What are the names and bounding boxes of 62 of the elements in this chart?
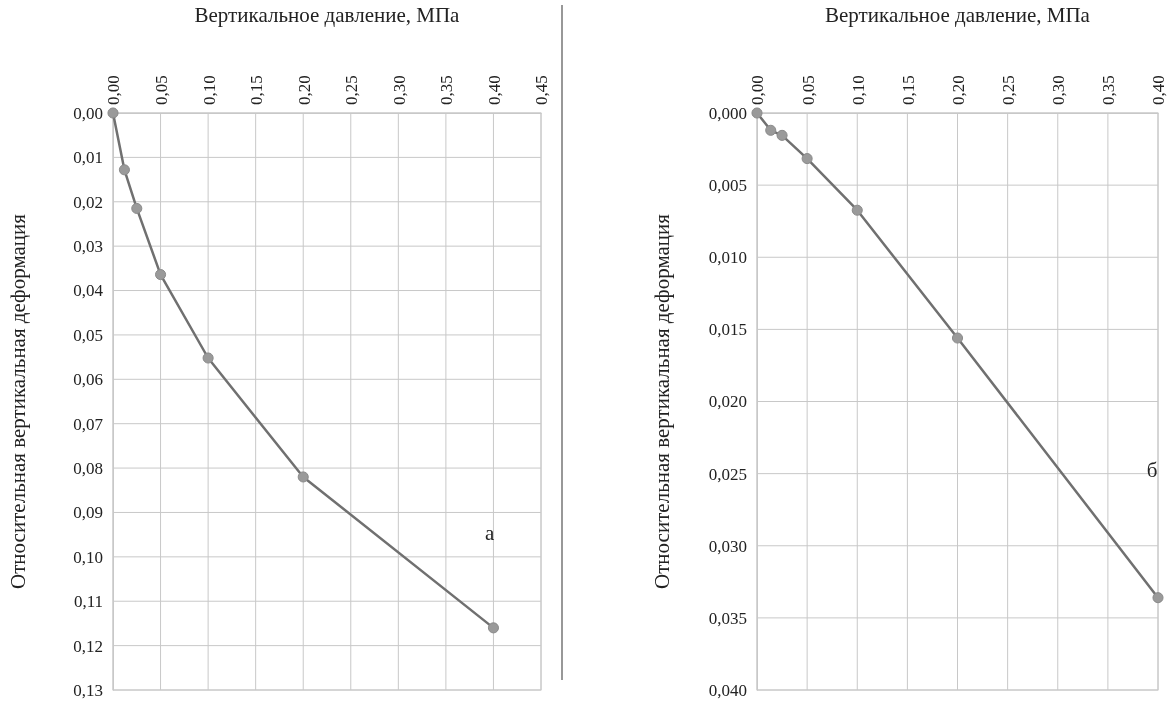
point xyxy=(118,164,130,176)
x-tick-label: 0,30 xyxy=(389,75,409,105)
point xyxy=(851,204,863,216)
y-tick-label: 0,005 xyxy=(708,176,747,196)
y-tick-label: 0,06 xyxy=(73,370,103,390)
x-tick-label: 0,10 xyxy=(848,75,868,105)
point xyxy=(131,202,143,214)
point xyxy=(776,129,788,141)
x-tick-label: 0,05 xyxy=(152,75,172,105)
y-tick-label: 0,040 xyxy=(708,680,747,700)
y-tick-label: 0,030 xyxy=(708,536,747,556)
x-tick-label: 0,00 xyxy=(748,75,768,105)
y-tick-label: 0,025 xyxy=(708,464,747,484)
point xyxy=(202,352,214,364)
y-tick-label: 0,12 xyxy=(73,636,103,656)
y-axis-title: Относительная вертикальная деформация xyxy=(6,213,30,590)
y-tick-label: 0,11 xyxy=(73,592,103,612)
y-tick-label: 0,015 xyxy=(708,320,747,340)
point xyxy=(487,622,499,634)
point xyxy=(951,332,964,344)
x-tick-label: 0,05 xyxy=(798,75,818,105)
y-tick-label: 0,04 xyxy=(73,281,104,301)
y-tick-label: 0,00 xyxy=(73,103,103,123)
y-tick-label: 0,01 xyxy=(73,148,103,168)
y-tick-label: 0,010 xyxy=(708,248,747,268)
y-tick-label: 0,13 xyxy=(73,680,103,700)
annotation: б xyxy=(1146,457,1158,482)
x-tick-label: 0,00 xyxy=(104,75,124,105)
x-tick-label: 0,10 xyxy=(199,75,219,105)
point xyxy=(751,107,763,119)
x-tick-label: 0,40 xyxy=(484,75,504,105)
x-tick-label: 0,20 xyxy=(948,75,968,105)
y-axis-title: Относительная вертикальная деформация xyxy=(650,213,674,590)
point xyxy=(765,124,777,136)
x-tick-label: 0,15 xyxy=(898,75,918,105)
x-tick-label: 0,40 xyxy=(1149,75,1169,105)
x-tick-label: 0,20 xyxy=(294,75,314,105)
point xyxy=(155,269,167,281)
y-tick-label: 0,02 xyxy=(73,192,103,212)
y-tick-label: 0,08 xyxy=(73,459,103,479)
y-tick-label: 0,020 xyxy=(708,392,747,412)
point xyxy=(1152,592,1164,604)
x-tick-label: 0,35 xyxy=(1099,75,1119,105)
y-tick-label: 0,000 xyxy=(708,103,747,123)
annotation: а xyxy=(484,520,495,545)
point xyxy=(297,471,309,483)
y-tick-label: 0,10 xyxy=(73,547,103,567)
y-tick-label: 0,035 xyxy=(708,608,747,628)
y-tick-label: 0,07 xyxy=(73,414,104,434)
point xyxy=(801,153,813,165)
point xyxy=(107,107,119,119)
x-tick-label: 0,15 xyxy=(247,75,267,105)
x-tick-label: 0,25 xyxy=(342,75,362,105)
x-tick-label: 0,45 xyxy=(532,75,552,105)
y-tick-label: 0,05 xyxy=(73,325,103,345)
x-tick-label: 0,25 xyxy=(999,75,1019,105)
y-tick-label: 0,03 xyxy=(73,237,103,257)
x-axis-title: Вертикальное давление, МПа xyxy=(825,3,1091,27)
x-tick-label: 0,35 xyxy=(437,75,457,105)
x-axis-title: Вертикальное давление, МПа xyxy=(194,3,461,27)
x-tick-label: 0,30 xyxy=(1049,75,1069,105)
y-tick-label: 0,09 xyxy=(73,503,103,523)
